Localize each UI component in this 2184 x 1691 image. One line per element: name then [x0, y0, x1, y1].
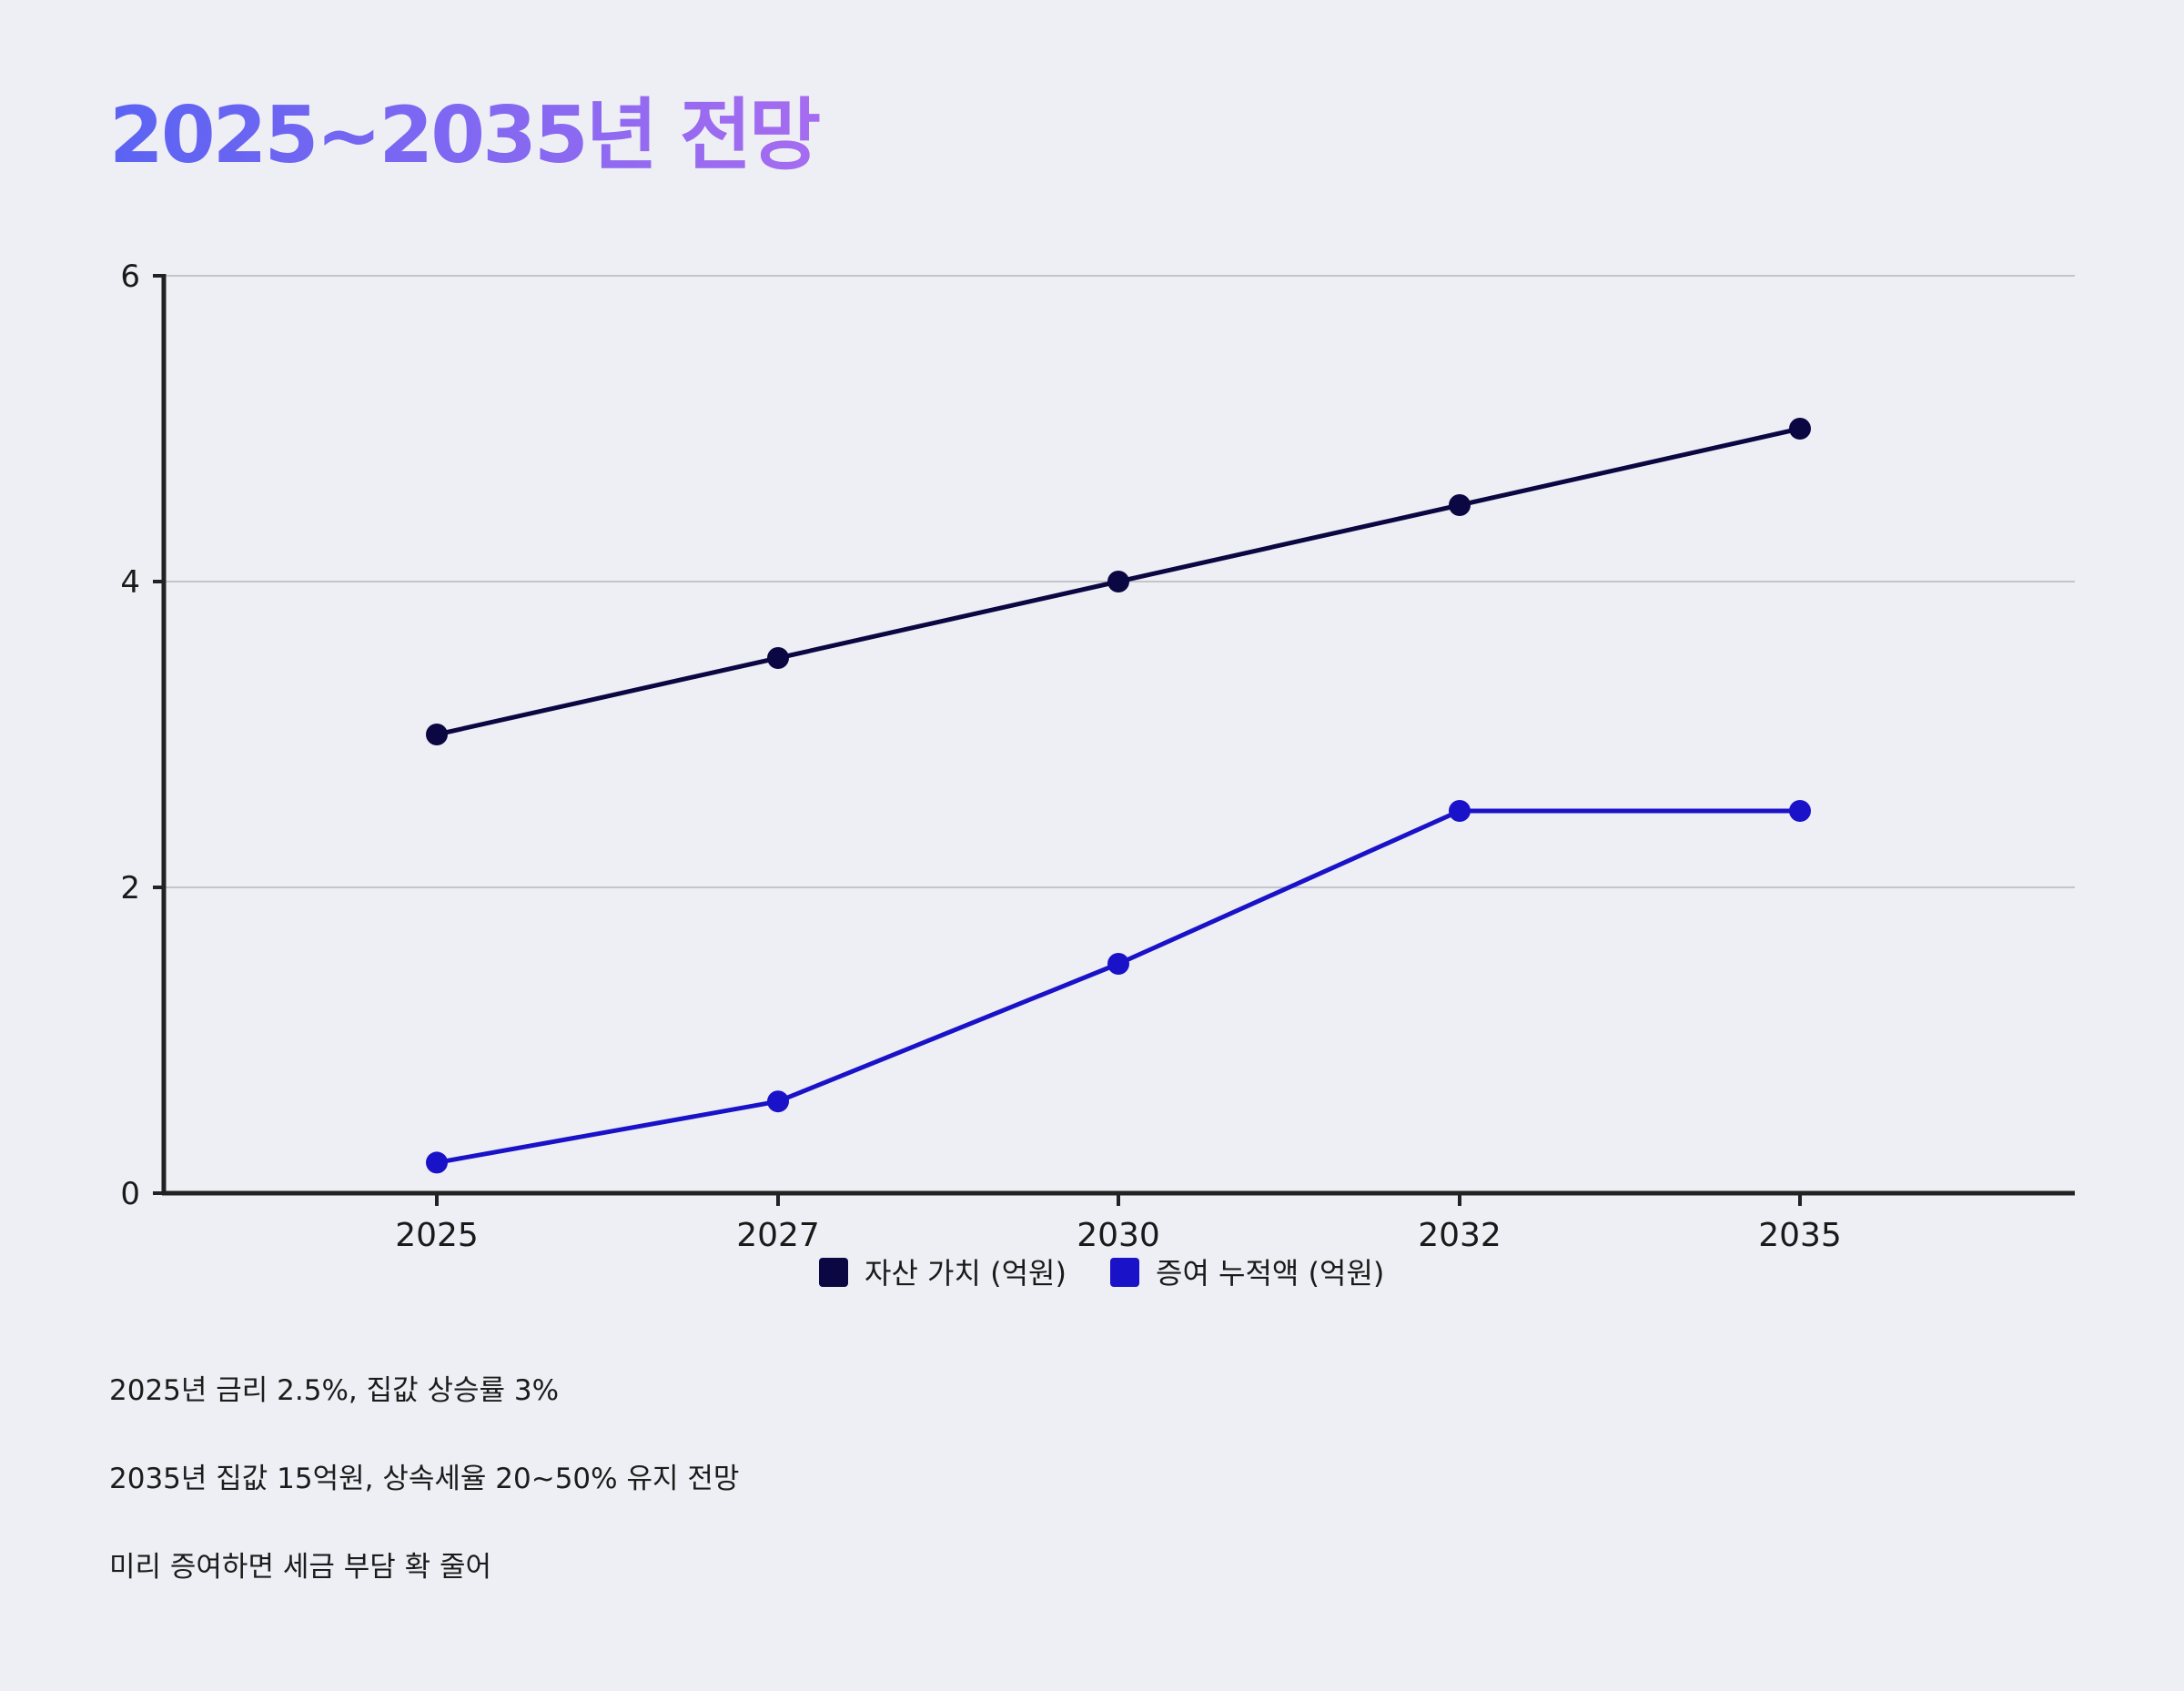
- note-item: 미리 증여하면 세금 부담 확 줄어: [109, 1551, 492, 1585]
- series-1-point: [1107, 571, 1129, 592]
- y-tick-label: 2: [120, 870, 140, 906]
- legend-swatch-2: [1110, 1258, 1139, 1287]
- legend-label-2: 증여 누적액 (억원): [1156, 1256, 1384, 1291]
- y-tick-label: 4: [120, 564, 140, 601]
- x-tick-label: 2032: [1418, 1217, 1502, 1254]
- note-item: 2035년 집값 15억원, 상속세율 20~50% 유지 전망: [109, 1463, 740, 1496]
- x-tick-label: 2025: [395, 1217, 479, 1254]
- notes-list: 2025년 금리 2.5%, 집값 상승률 3% 2035년 집값 15억원, …: [109, 1374, 739, 1640]
- x-tick-label: 2035: [1758, 1217, 1842, 1254]
- x-tick-label: 2027: [736, 1217, 820, 1254]
- axis-layer: 0 2 4 6 2025 2027 2030 2032 2035: [120, 258, 2075, 1254]
- series-1-point: [426, 724, 448, 745]
- note-item: 2025년 금리 2.5%, 집값 상승률 3%: [109, 1374, 560, 1407]
- legend-swatch-1: [819, 1258, 848, 1287]
- series-layer: [426, 418, 1811, 1174]
- series-2-point: [1449, 800, 1471, 822]
- series-2-point: [767, 1090, 789, 1113]
- legend: 자산 가치 (억원) 증여 누적액 (억원): [819, 1256, 1384, 1291]
- series-1-point: [1789, 418, 1811, 440]
- y-tick-label: 6: [120, 258, 140, 295]
- series-2-point: [1789, 800, 1811, 822]
- series-1-point: [767, 647, 789, 669]
- series-2-point: [426, 1151, 448, 1174]
- line-chart: 0 2 4 6 2025 2027 2030 2032 2035 자산 가치 (억원) 증여 누적…: [120, 258, 2075, 1291]
- page-title-text: 2025~2035년 전망: [109, 90, 820, 181]
- series-2-point: [1107, 953, 1129, 975]
- x-tick-label: 2030: [1077, 1217, 1160, 1254]
- page-title-svg: 2025~2035년 전망: [109, 90, 823, 181]
- legend-label-1: 자산 가치 (억원): [864, 1256, 1067, 1291]
- page-title: 2025~2035년 전망: [107, 84, 926, 197]
- y-tick-label: 0: [120, 1176, 140, 1212]
- series-line-2: [436, 808, 1800, 1165]
- series-1-point: [1449, 494, 1471, 516]
